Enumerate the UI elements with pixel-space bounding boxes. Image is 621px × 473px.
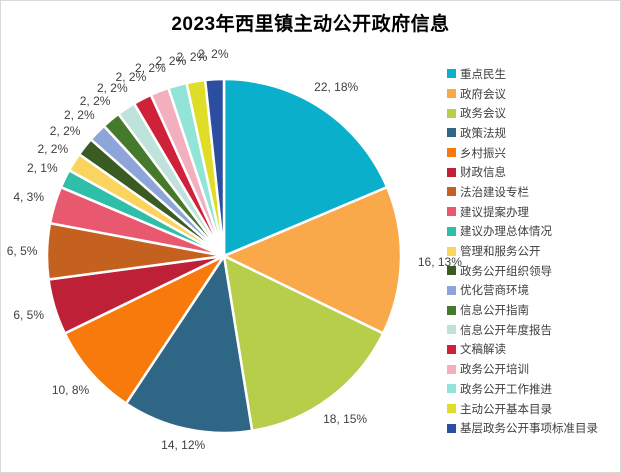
legend-swatch-icon [447, 364, 456, 374]
legend-item: 主动公开基本目录 [447, 399, 598, 419]
legend-swatch-icon [447, 285, 456, 295]
legend-swatch-icon [447, 69, 456, 79]
legend-swatch-icon [447, 246, 456, 256]
legend-item: 信息公开年度报告 [447, 320, 598, 340]
legend-label: 主动公开基本目录 [460, 403, 552, 416]
legend-swatch-icon [447, 167, 456, 177]
legend-swatch-icon [447, 344, 456, 354]
legend-label: 政务公开工作推进 [460, 383, 552, 396]
legend-label: 政府会议 [460, 88, 506, 101]
legend-swatch-icon [447, 187, 456, 197]
legend-item: 政务公开培训 [447, 359, 598, 379]
legend-label: 乡村振兴 [460, 147, 506, 160]
legend-label: 政策法规 [460, 127, 506, 140]
legend-item: 管理和服务公开 [447, 241, 598, 261]
legend-item: 基层政务公开事项标准目录 [447, 418, 598, 438]
legend-item: 信息公开指南 [447, 300, 598, 320]
legend-swatch-icon [447, 423, 456, 433]
legend-label: 法治建设专栏 [460, 186, 529, 199]
legend-item: 政务会议 [447, 103, 598, 123]
legend-label: 政务公开组织领导 [460, 265, 552, 278]
legend-swatch-icon [447, 266, 456, 276]
legend-item: 财政信息 [447, 162, 598, 182]
legend-swatch-icon [447, 384, 456, 394]
legend-label: 政务公开培训 [460, 364, 529, 377]
legend-label: 优化营商环境 [460, 285, 529, 298]
legend-item: 重点民生 [447, 64, 598, 84]
legend-label: 信息公开年度报告 [460, 324, 552, 337]
legend-item: 政务公开组织领导 [447, 261, 598, 281]
pie-slice-19 [203, 77, 226, 257]
legend-label: 财政信息 [460, 167, 506, 180]
legend-swatch-icon [447, 207, 456, 217]
legend-swatch-icon [447, 108, 456, 118]
legend-swatch-icon [447, 89, 456, 99]
legend-item: 政府会议 [447, 84, 598, 104]
legend-swatch-icon [447, 305, 456, 315]
legend-label: 基层政务公开事项标准目录 [460, 423, 598, 436]
legend-item: 建议办理总体情况 [447, 222, 598, 242]
pie-slice-2 [220, 185, 403, 336]
legend-label: 管理和服务公开 [460, 246, 541, 259]
legend-item: 政策法规 [447, 123, 598, 143]
legend-item: 建议提案办理 [447, 202, 598, 222]
legend-label: 信息公开指南 [460, 305, 529, 318]
legend-item: 文稿解读 [447, 340, 598, 360]
legend-swatch-icon [447, 404, 456, 414]
legend-swatch-icon [447, 226, 456, 236]
legend-item: 乡村振兴 [447, 143, 598, 163]
legend-label: 政务会议 [460, 108, 506, 121]
legend-swatch-icon [447, 148, 456, 158]
legend-label: 建议办理总体情况 [460, 226, 552, 239]
pie-slice-3 [222, 253, 385, 433]
legend-swatch-icon [447, 325, 456, 335]
legend-item: 政务公开工作推进 [447, 379, 598, 399]
pie-slice-1 [222, 77, 389, 258]
legend: 重点民生政府会议政务会议政策法规乡村振兴财政信息法治建设专栏 建议提案办理建议办理… [447, 64, 598, 438]
legend-item: 法治建设专栏 [447, 182, 598, 202]
pie-slice-4 [124, 252, 254, 435]
legend-label: 建议提案办理 [460, 206, 529, 219]
legend-swatch-icon [447, 128, 456, 138]
pie-slice-5 [63, 252, 228, 406]
legend-label: 文稿解读 [460, 344, 506, 357]
legend-label: 重点民生 [460, 68, 506, 81]
chart-title: 2023年西里镇主动公开政府信息 [171, 14, 450, 35]
legend-item: 优化营商环境 [447, 281, 598, 301]
